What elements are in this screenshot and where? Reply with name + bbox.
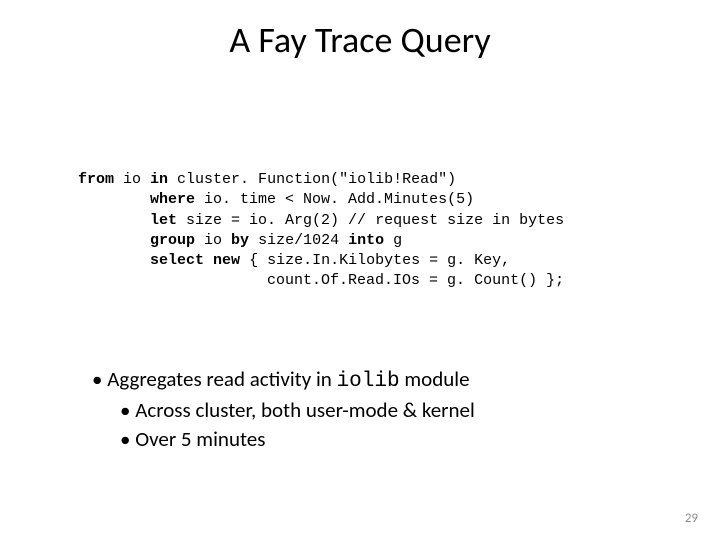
code-block: from io in cluster. Function("iolib!Read… — [78, 170, 564, 292]
code-text: { size.In.Kilobytes = g. Key, — [240, 252, 510, 269]
code-text: io. time < Now. Add.Minutes(5) — [195, 191, 474, 208]
code-text: cluster. Function("iolib!Read") — [168, 171, 456, 188]
kw-from: from — [78, 171, 114, 188]
kw-where: where — [150, 191, 195, 208]
bullet-subitem: Over 5 minutes — [120, 425, 475, 453]
bullet-text: Aggregates read activity in — [107, 366, 336, 392]
slide-title: A Fay Trace Query — [0, 18, 720, 62]
kw-let: let — [150, 212, 177, 229]
bullet-item: Aggregates read activity in iolib module… — [92, 365, 475, 453]
kw-select: select — [150, 252, 204, 269]
code-indent — [78, 212, 150, 229]
bullet-list: Aggregates read activity in iolib module… — [92, 365, 475, 455]
code-text: io — [195, 232, 231, 249]
bullet-text: Across cluster, both user-mode & kernel — [135, 397, 475, 423]
bullet-text: module — [400, 366, 470, 392]
code-text: size = io. Arg(2) // request size in byt… — [177, 212, 564, 229]
code-text: count.Of.Read.IOs = g. Count() }; — [267, 272, 564, 289]
code-text: io — [114, 171, 150, 188]
kw-new: new — [213, 252, 240, 269]
bullet-text: Over 5 minutes — [135, 426, 265, 452]
code-indent — [78, 252, 150, 269]
kw-by: by — [231, 232, 249, 249]
code-indent — [78, 191, 150, 208]
code-text: size/1024 — [249, 232, 348, 249]
bullet-subitem: Across cluster, both user-mode & kernel — [120, 396, 475, 424]
kw-group: group — [150, 232, 195, 249]
code-indent — [78, 232, 150, 249]
code-text: g — [384, 232, 402, 249]
page-number: 29 — [685, 511, 698, 526]
bullet-code: iolib — [337, 370, 400, 393]
kw-into: into — [348, 232, 384, 249]
slide: A Fay Trace Query from io in cluster. Fu… — [0, 0, 720, 540]
kw-in: in — [150, 171, 168, 188]
code-indent — [78, 272, 267, 289]
